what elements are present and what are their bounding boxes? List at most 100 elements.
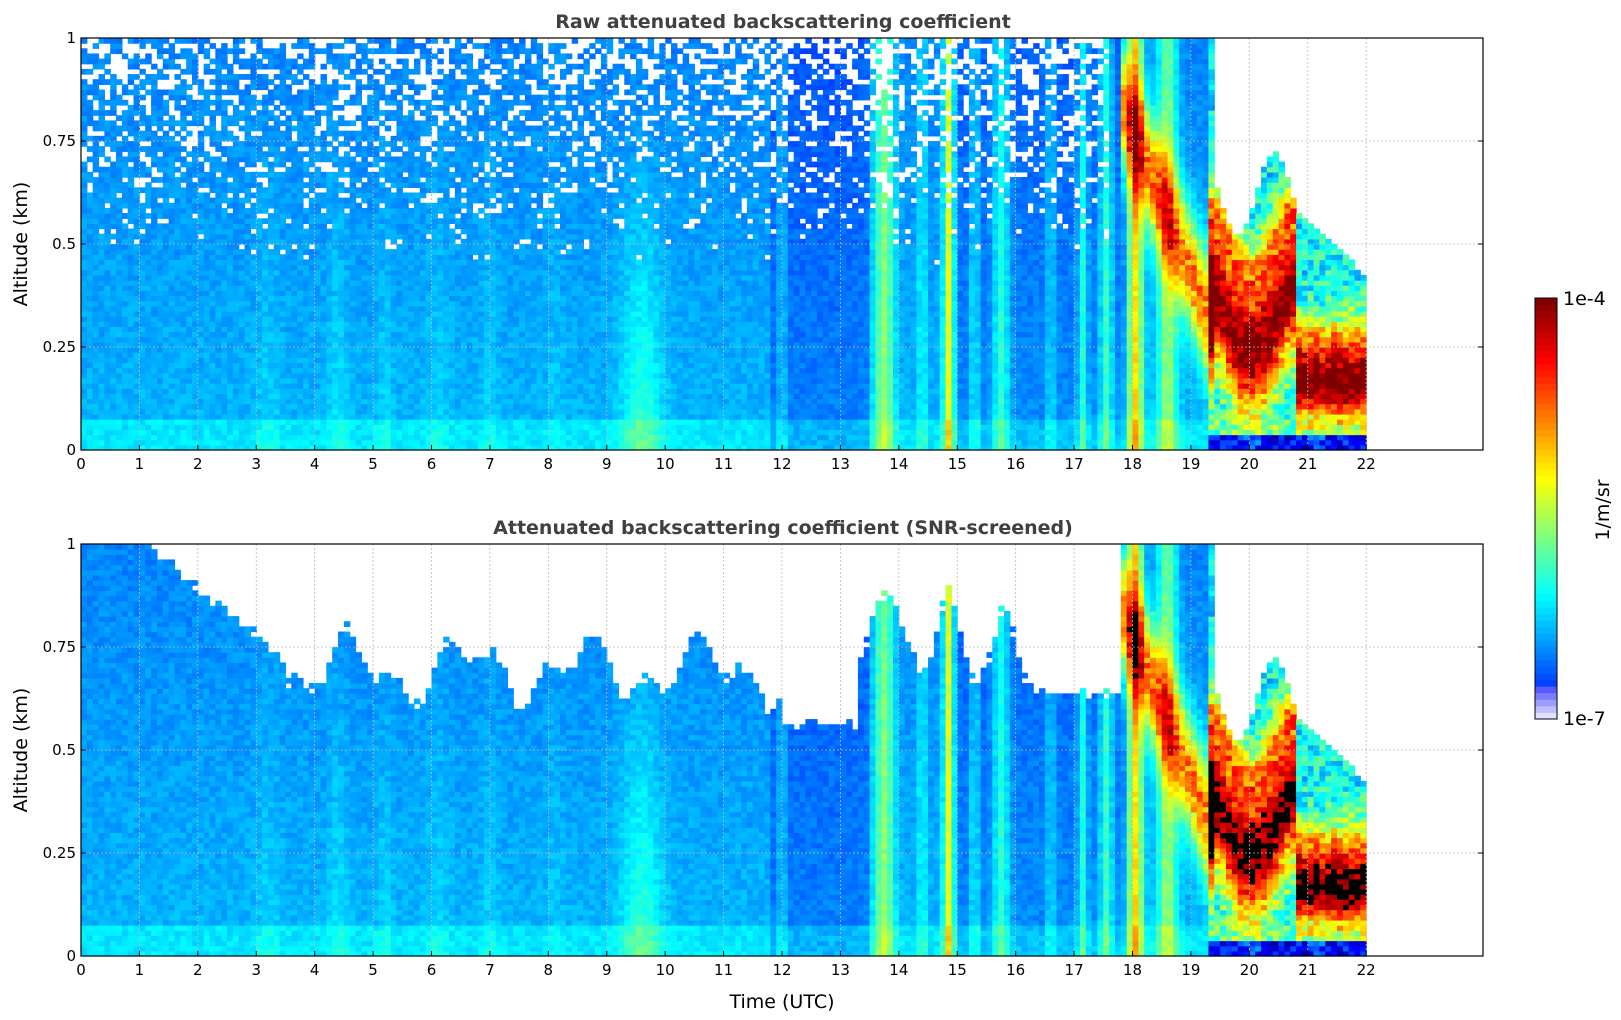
heatmap-cell xyxy=(332,105,338,111)
heatmap-cell xyxy=(174,259,180,265)
heatmap-cell xyxy=(221,429,227,435)
heatmap-cell xyxy=(128,167,134,173)
heatmap-cell xyxy=(402,368,408,374)
heatmap-cell xyxy=(227,419,233,425)
heatmap-cell xyxy=(122,383,128,389)
heatmap-cell xyxy=(210,115,216,121)
heatmap-cell xyxy=(332,234,338,240)
heatmap-cell xyxy=(373,48,379,54)
heatmap-cell xyxy=(169,254,175,260)
heatmap-cell xyxy=(344,378,350,384)
heatmap-cell xyxy=(233,270,239,276)
heatmap-cell xyxy=(239,352,245,358)
heatmap-cell xyxy=(99,259,105,265)
heatmap-cell xyxy=(233,347,239,353)
heatmap-cell xyxy=(356,388,362,394)
heatmap-cell xyxy=(326,362,332,368)
heatmap-cell xyxy=(385,213,391,219)
heatmap-cell xyxy=(268,296,274,302)
heatmap-cell xyxy=(344,234,350,240)
heatmap-cell xyxy=(81,409,87,415)
heatmap-cell xyxy=(145,378,151,384)
heatmap-cell xyxy=(350,332,356,338)
heatmap-cell xyxy=(332,265,338,271)
heatmap-cell xyxy=(285,414,291,420)
heatmap-cell xyxy=(256,208,262,214)
heatmap-cell xyxy=(344,373,350,379)
heatmap-cell xyxy=(104,373,110,379)
heatmap-cell xyxy=(297,203,303,209)
heatmap-cell xyxy=(396,435,402,441)
heatmap-cell xyxy=(151,38,157,44)
heatmap-cell xyxy=(268,362,274,368)
heatmap-cell xyxy=(391,368,397,374)
heatmap-cell xyxy=(99,404,105,410)
heatmap-cell xyxy=(268,177,274,183)
heatmap-cell xyxy=(297,285,303,291)
heatmap-cell xyxy=(122,146,128,152)
heatmap-cell xyxy=(198,409,204,415)
heatmap-cell xyxy=(227,414,233,420)
heatmap-cell xyxy=(93,404,99,410)
heatmap-cell xyxy=(414,357,420,363)
heatmap-cell xyxy=(396,419,402,425)
heatmap-cell xyxy=(233,321,239,327)
heatmap-cell xyxy=(303,435,309,441)
heatmap-cell xyxy=(262,347,268,353)
heatmap-cell xyxy=(414,234,420,240)
heatmap-cell xyxy=(303,141,309,147)
heatmap-cell xyxy=(180,126,186,132)
heatmap-cell xyxy=(186,203,192,209)
heatmap-cell xyxy=(210,347,216,353)
heatmap-cell xyxy=(174,249,180,255)
heatmap-cell xyxy=(215,167,221,173)
heatmap-cell xyxy=(198,167,204,173)
heatmap-cell xyxy=(104,156,110,162)
heatmap-cell xyxy=(145,151,151,157)
heatmap-cell xyxy=(321,285,327,291)
heatmap-cell xyxy=(285,182,291,188)
heatmap-cell xyxy=(151,259,157,265)
heatmap-cell xyxy=(139,414,145,420)
heatmap-cell xyxy=(280,424,286,430)
heatmap-cell xyxy=(356,187,362,193)
heatmap-cell xyxy=(356,79,362,85)
heatmap-cell xyxy=(373,440,379,446)
heatmap-cell xyxy=(139,393,145,399)
heatmap-cell xyxy=(198,435,204,441)
heatmap-cell xyxy=(326,90,332,96)
heatmap-cell xyxy=(379,321,385,327)
heatmap-cell xyxy=(338,409,344,415)
heatmap-cell xyxy=(373,244,379,250)
heatmap-cell xyxy=(198,249,204,255)
heatmap-cell xyxy=(256,429,262,435)
heatmap-cell xyxy=(110,301,116,307)
heatmap-cell xyxy=(116,419,122,425)
heatmap-cell xyxy=(145,404,151,410)
heatmap-cell xyxy=(239,332,245,338)
heatmap-cell xyxy=(344,280,350,286)
heatmap-cell xyxy=(414,414,420,420)
heatmap-cell xyxy=(332,64,338,70)
heatmap-cell xyxy=(128,259,134,265)
heatmap-cell xyxy=(303,126,309,132)
heatmap-cell xyxy=(414,378,420,384)
heatmap-cell xyxy=(128,203,134,209)
heatmap-cell xyxy=(256,141,262,147)
heatmap-cell xyxy=(408,275,414,281)
heatmap-cell xyxy=(402,249,408,255)
heatmap-cell xyxy=(204,172,210,178)
heatmap-cell xyxy=(338,43,344,49)
heatmap-cell xyxy=(116,43,122,49)
heatmap-cell xyxy=(379,187,385,193)
heatmap-cell xyxy=(321,172,327,178)
heatmap-cell xyxy=(291,352,297,358)
heatmap-cell xyxy=(303,234,309,240)
heatmap-cell xyxy=(385,419,391,425)
heatmap-cell xyxy=(145,203,151,209)
heatmap-cell xyxy=(128,388,134,394)
heatmap-cell xyxy=(227,306,233,312)
heatmap-cell xyxy=(291,162,297,168)
heatmap-cell xyxy=(169,321,175,327)
heatmap-cell xyxy=(186,383,192,389)
